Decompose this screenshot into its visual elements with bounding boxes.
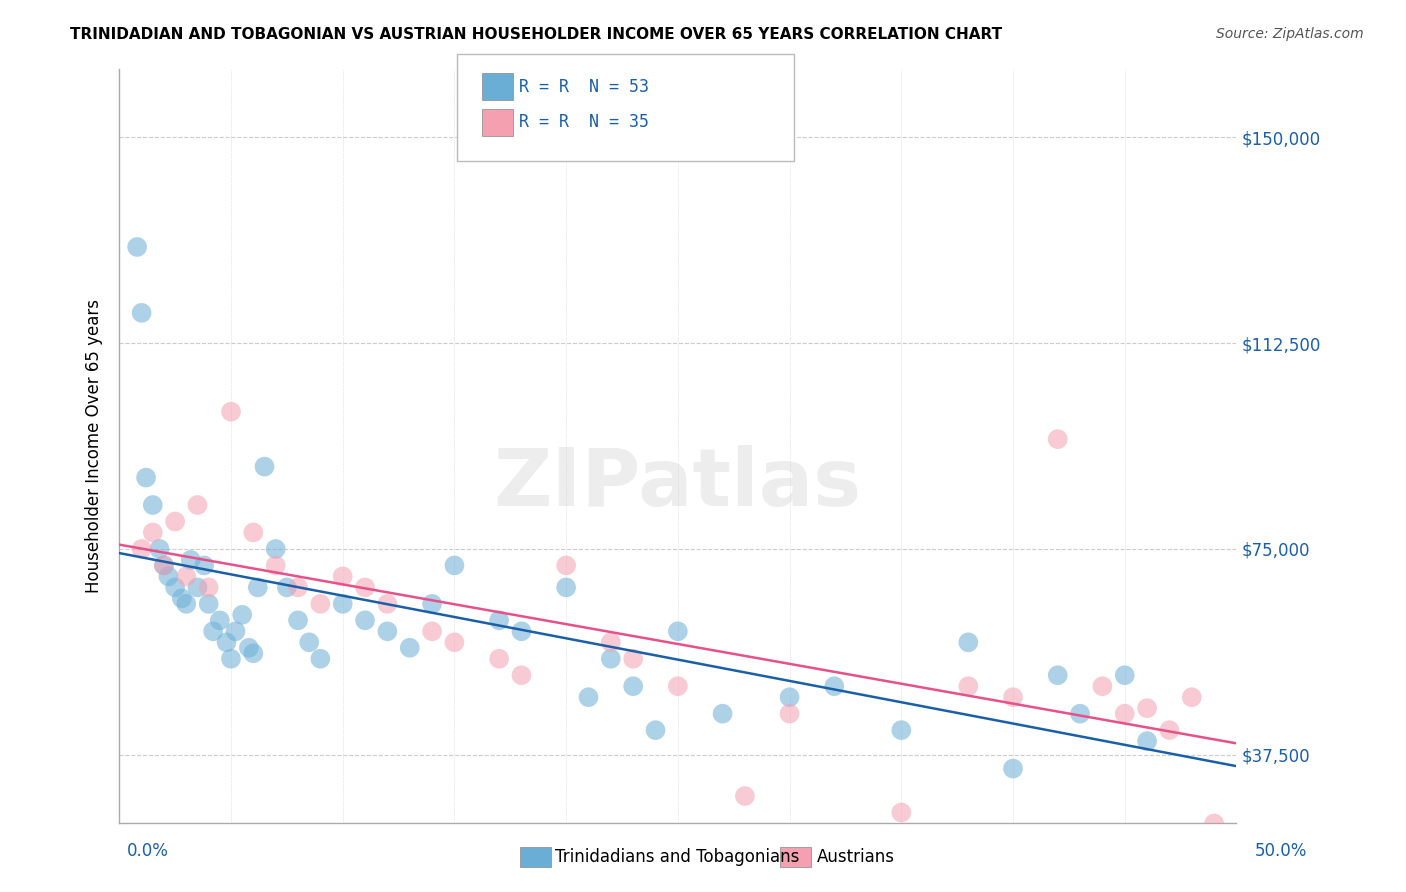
Point	[165, 515, 187, 529]
Text: 50.0%: 50.0%	[1256, 842, 1308, 860]
Point	[186, 581, 208, 595]
Text: ZIPatlas: ZIPatlas	[494, 445, 862, 523]
Point	[287, 613, 309, 627]
Point	[621, 652, 644, 666]
Point	[197, 581, 219, 595]
Point	[176, 597, 198, 611]
Point	[309, 597, 332, 611]
Point	[711, 706, 734, 721]
Point	[208, 613, 231, 627]
Point	[779, 706, 801, 721]
Point	[153, 558, 176, 573]
Point	[332, 569, 354, 583]
Point	[1114, 706, 1136, 721]
Point	[231, 607, 253, 622]
Text: Austrians: Austrians	[817, 848, 894, 866]
Point	[332, 597, 354, 611]
Point	[202, 624, 225, 639]
Point	[666, 624, 689, 639]
Text: Source: ZipAtlas.com: Source: ZipAtlas.com	[1216, 27, 1364, 41]
Point	[1136, 701, 1159, 715]
Point	[264, 558, 287, 573]
Point	[555, 581, 578, 595]
Point	[193, 558, 215, 573]
Point	[224, 624, 246, 639]
Point	[219, 652, 242, 666]
Point	[599, 652, 621, 666]
Text: R = R  N = 53: R = R N = 53	[519, 78, 648, 95]
Point	[957, 635, 980, 649]
Point	[142, 498, 165, 512]
Point	[354, 581, 377, 595]
Point	[219, 405, 242, 419]
Point	[555, 558, 578, 573]
Point	[420, 624, 443, 639]
Point	[420, 597, 443, 611]
Point	[157, 569, 180, 583]
Point	[165, 581, 187, 595]
Point	[443, 635, 465, 649]
Point	[1002, 690, 1025, 705]
Point	[443, 558, 465, 573]
Text: Trinidadians and Tobagonians: Trinidadians and Tobagonians	[555, 848, 800, 866]
Point	[510, 624, 533, 639]
Point	[666, 679, 689, 693]
Point	[1159, 723, 1181, 738]
Point	[890, 805, 912, 820]
Point	[135, 470, 157, 484]
Point	[734, 789, 756, 803]
Point	[153, 558, 176, 573]
Point	[131, 306, 153, 320]
Point	[1046, 668, 1069, 682]
Point	[253, 459, 276, 474]
Point	[1069, 706, 1091, 721]
Point	[170, 591, 193, 606]
Point	[276, 581, 298, 595]
Point	[377, 624, 399, 639]
Point	[957, 679, 980, 693]
Point	[176, 569, 198, 583]
Point	[215, 635, 238, 649]
Point	[142, 525, 165, 540]
Point	[599, 635, 621, 649]
Point	[644, 723, 666, 738]
Point	[510, 668, 533, 682]
Point	[242, 525, 264, 540]
Point	[354, 613, 377, 627]
Point	[242, 646, 264, 660]
Text: TRINIDADIAN AND TOBAGONIAN VS AUSTRIAN HOUSEHOLDER INCOME OVER 65 YEARS CORRELAT: TRINIDADIAN AND TOBAGONIAN VS AUSTRIAN H…	[70, 27, 1002, 42]
Point	[197, 597, 219, 611]
Point	[298, 635, 321, 649]
Point	[488, 652, 510, 666]
Point	[398, 640, 420, 655]
Point	[779, 690, 801, 705]
Point	[1181, 690, 1204, 705]
Point	[377, 597, 399, 611]
Point	[1204, 816, 1226, 830]
Point	[131, 541, 153, 556]
Point	[180, 553, 202, 567]
Point	[1002, 762, 1025, 776]
Point	[127, 240, 149, 254]
Text: R = R  N = 35: R = R N = 35	[519, 113, 648, 131]
Point	[823, 679, 845, 693]
Y-axis label: Householder Income Over 65 years: Householder Income Over 65 years	[86, 299, 103, 593]
Point	[1136, 734, 1159, 748]
Point	[578, 690, 600, 705]
Point	[1114, 668, 1136, 682]
Text: 0.0%: 0.0%	[127, 842, 169, 860]
Point	[488, 613, 510, 627]
Point	[148, 541, 170, 556]
Point	[309, 652, 332, 666]
Point	[264, 541, 287, 556]
Point	[246, 581, 269, 595]
Point	[1091, 679, 1114, 693]
Point	[1046, 432, 1069, 446]
Point	[890, 723, 912, 738]
Point	[287, 581, 309, 595]
Point	[186, 498, 208, 512]
Point	[621, 679, 644, 693]
Point	[238, 640, 260, 655]
